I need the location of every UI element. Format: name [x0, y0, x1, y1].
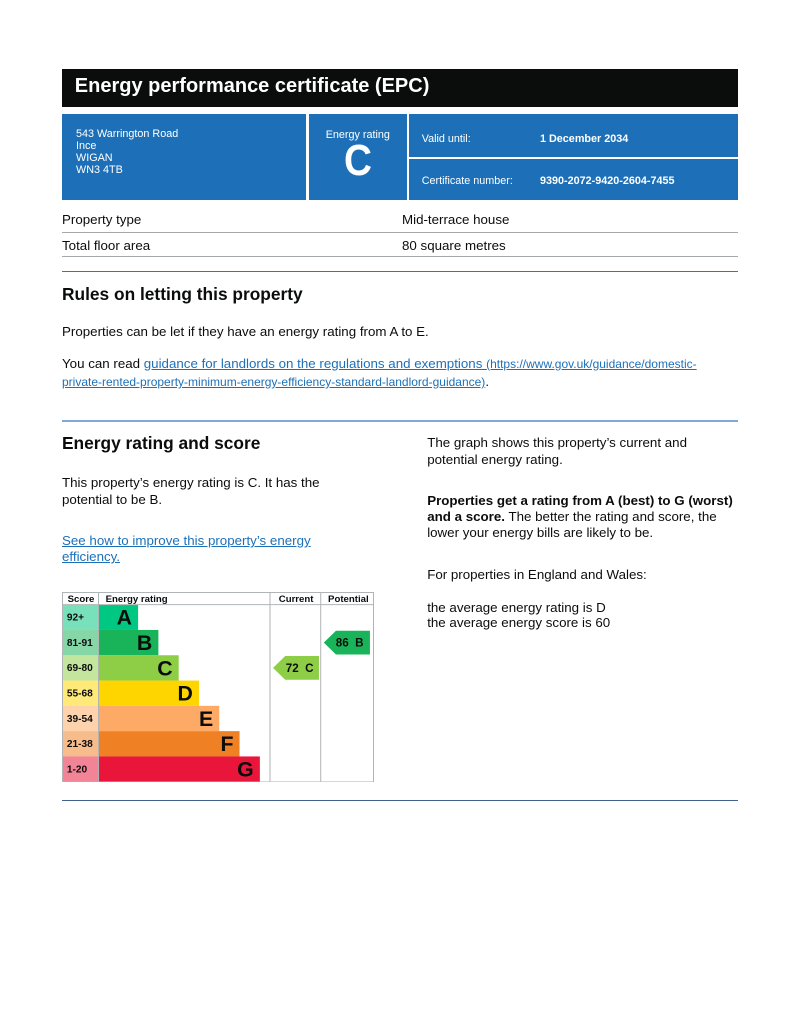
svg-text:F: F	[220, 732, 233, 756]
svg-text:A: A	[117, 606, 132, 630]
svg-text:G: G	[237, 757, 254, 781]
svg-text:Potential: Potential	[328, 594, 369, 605]
svg-text:Score: Score	[68, 594, 95, 605]
svg-text:E: E	[199, 707, 213, 731]
svg-text:39-54: 39-54	[67, 714, 93, 725]
svg-text:Energy rating: Energy rating	[106, 594, 168, 605]
svg-text:86 B: 86 B	[336, 637, 364, 650]
svg-text:C: C	[157, 656, 172, 680]
svg-text:72 C: 72 C	[286, 662, 314, 675]
svg-text:92+: 92+	[67, 612, 84, 623]
svg-text:69-80: 69-80	[67, 663, 93, 674]
svg-text:21-38: 21-38	[67, 739, 93, 750]
svg-text:1-20: 1-20	[67, 764, 88, 775]
svg-text:B: B	[137, 631, 152, 655]
svg-text:Current: Current	[279, 594, 315, 605]
svg-text:81-91: 81-91	[67, 638, 93, 649]
svg-text:55-68: 55-68	[67, 688, 93, 699]
svg-text:D: D	[178, 682, 193, 706]
